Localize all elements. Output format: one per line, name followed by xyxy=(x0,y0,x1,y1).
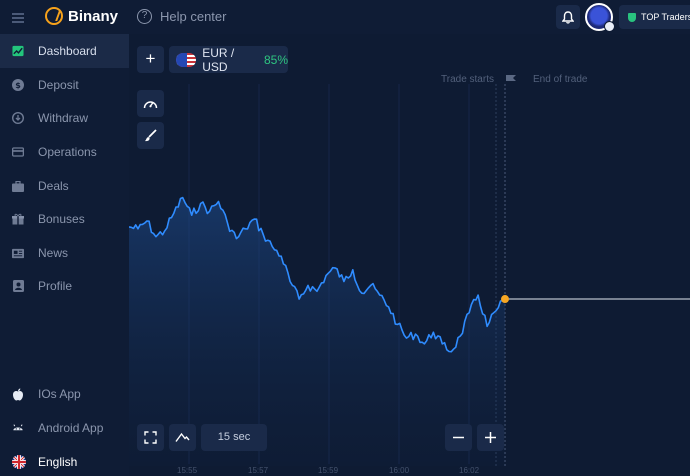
briefcase-icon xyxy=(12,180,24,192)
download-icon xyxy=(12,112,24,124)
sidebar-item-android-app[interactable]: Android App xyxy=(0,411,129,445)
x-axis-tick: 16:02 xyxy=(459,466,480,475)
menu-icon[interactable] xyxy=(12,11,24,23)
zoom-in-button[interactable] xyxy=(477,424,504,451)
asset-selector[interactable]: EUR / USD 85% xyxy=(169,45,288,74)
gift-icon xyxy=(12,213,24,225)
timeframe-button[interactable]: 15 sec xyxy=(201,424,267,451)
price-line xyxy=(129,196,506,353)
dollar-icon: $ xyxy=(12,79,24,91)
line-chart-icon xyxy=(175,432,190,442)
android-icon xyxy=(12,422,24,434)
sidebar-item-label: News xyxy=(38,246,69,260)
sidebar-item-label: Withdraw xyxy=(38,111,89,125)
card-icon xyxy=(12,146,24,158)
chart-icon xyxy=(12,45,24,57)
language-selector[interactable]: English xyxy=(0,445,129,476)
asset-payout: 85% xyxy=(263,52,288,67)
top-traders-button[interactable]: TOP Traders xyxy=(619,5,690,29)
apple-icon xyxy=(12,387,24,400)
sidebar-item-profile[interactable]: Profile xyxy=(0,269,129,303)
notifications-button[interactable] xyxy=(556,5,580,29)
chart-area-fill xyxy=(129,197,505,466)
help-center-link[interactable]: ? Help center xyxy=(137,9,226,24)
chart-area[interactable]: + EUR / USD 85% Trade starts End of trad… xyxy=(129,34,690,476)
top-traders-label: TOP Traders xyxy=(641,12,690,22)
sidebar-item-news[interactable]: News xyxy=(0,236,129,270)
avatar[interactable] xyxy=(585,3,615,32)
end-of-trade-label: End of trade xyxy=(533,74,588,85)
zoom-out-button[interactable] xyxy=(445,424,472,451)
shield-icon xyxy=(628,12,636,22)
sidebar-item-withdraw[interactable]: Withdraw xyxy=(0,101,129,135)
sidebar-item-deposit[interactable]: $ Deposit xyxy=(0,68,129,102)
brush-icon xyxy=(145,129,157,142)
speedometer-icon xyxy=(143,100,158,108)
sidebar-item-label: Profile xyxy=(38,279,73,293)
svg-text:$: $ xyxy=(15,81,21,90)
x-axis-tick: 15:57 xyxy=(248,466,269,475)
newspaper-icon xyxy=(12,247,24,259)
trade-starts-label: Trade starts xyxy=(441,74,494,85)
sidebar-item-label: IOs App xyxy=(38,387,81,401)
sidebar-item-label: Dashboard xyxy=(38,44,97,58)
sidebar-item-bonuses[interactable]: Bonuses xyxy=(0,202,129,236)
finish-flag-icon xyxy=(506,75,516,84)
sidebar: Dashboard $ Deposit Withdraw Operations … xyxy=(0,34,129,476)
sidebar-item-deals[interactable]: Deals xyxy=(0,169,129,203)
sidebar-item-label: Android App xyxy=(38,421,104,435)
x-axis-tick: 15:55 xyxy=(177,466,198,475)
sidebar-item-dashboard[interactable]: Dashboard xyxy=(0,34,129,68)
sidebar-item-operations[interactable]: Operations xyxy=(0,135,129,169)
bell-icon xyxy=(562,10,574,24)
sidebar-item-label: Deposit xyxy=(38,78,79,92)
add-chart-button[interactable]: + xyxy=(137,46,164,73)
speedometer-button[interactable] xyxy=(137,90,164,117)
logo-icon xyxy=(45,7,63,25)
help-circle-icon: ? xyxy=(137,9,152,24)
current-price-marker xyxy=(501,295,509,304)
logo[interactable]: Binany xyxy=(45,7,118,25)
language-label: English xyxy=(38,455,78,469)
sidebar-item-label: Bonuses xyxy=(38,212,85,226)
top-bar: Binany ? Help center TOP Traders xyxy=(0,0,690,34)
x-axis-tick: 15:59 xyxy=(318,466,339,475)
sidebar-item-label: Operations xyxy=(38,145,97,159)
drawing-tool-button[interactable] xyxy=(137,122,164,149)
plus-icon xyxy=(485,432,496,443)
sidebar-item-label: Deals xyxy=(38,179,69,193)
chart-type-button[interactable] xyxy=(169,424,196,451)
avatar-badge-icon xyxy=(604,21,615,32)
x-axis-tick: 16:00 xyxy=(389,466,410,475)
uk-flag-icon xyxy=(12,455,26,469)
minus-icon xyxy=(453,436,464,439)
fullscreen-button[interactable] xyxy=(137,424,164,451)
fullscreen-icon xyxy=(144,431,157,444)
asset-name: EUR / USD xyxy=(202,45,235,74)
sidebar-item-ios-app[interactable]: IOs App xyxy=(0,377,129,411)
logo-text: Binany xyxy=(68,7,119,25)
person-icon xyxy=(12,280,24,292)
help-center-label: Help center xyxy=(160,9,227,24)
eur-usd-flag-icon xyxy=(176,52,197,67)
price-chart[interactable] xyxy=(129,34,690,476)
